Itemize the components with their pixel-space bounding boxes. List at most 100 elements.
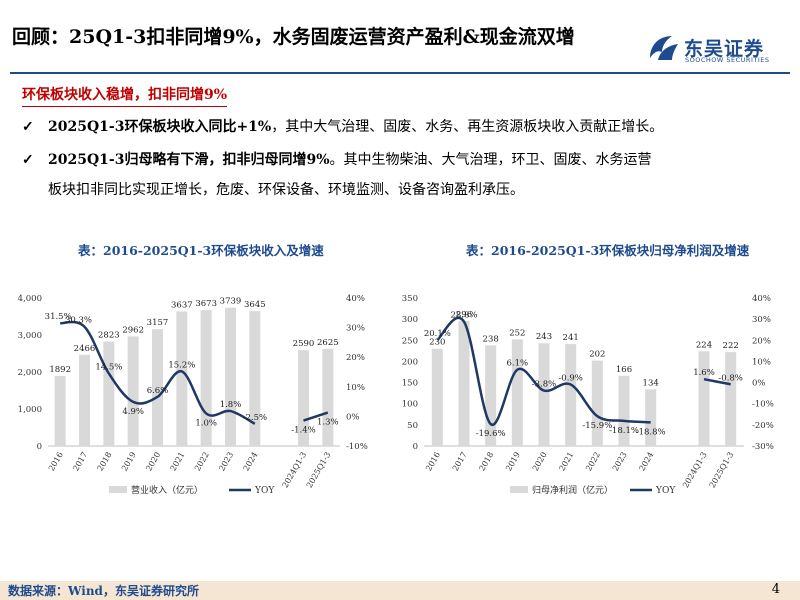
footer-bar <box>0 581 800 600</box>
right-axis-tick: -30% <box>752 442 774 452</box>
legend-label-line: YOY <box>254 486 275 496</box>
bar-value-label: 241 <box>563 333 579 343</box>
category-label: 2025Q1-3 <box>708 451 736 490</box>
bar <box>458 320 470 446</box>
category-label: 2021 <box>557 451 575 473</box>
yoy-label: -0.8% <box>718 373 742 383</box>
bar-value-label: 134 <box>643 378 659 388</box>
yoy-label: 28.8% <box>450 311 477 321</box>
footer-source: 数据来源：Wind，东吴证券研究所 <box>8 584 199 598</box>
bar <box>200 310 212 446</box>
bullet-item-profit: ✓ 2025Q1-3归母略有下滑，扣非归母同增9%。其中生物柴油、大气治理，环卫、… <box>22 145 792 205</box>
bar-value-label: 230 <box>429 338 445 348</box>
yoy-label: 4.9% <box>122 407 144 417</box>
page-title: 回顾：25Q1-3扣非同增9%，水务固废运营资产盈利&现金流双增 <box>12 26 575 48</box>
legend-swatch-bar <box>109 486 127 493</box>
logo-text-en: SOOCHOW SECURITIES <box>685 56 770 64</box>
category-label: 2024 <box>637 451 655 473</box>
bar <box>298 350 309 446</box>
yoy-label: -18.1% <box>609 426 639 436</box>
bar <box>511 339 523 446</box>
legend-label-bar: 营业收入（亿元） <box>131 484 203 496</box>
category-label: 2023 <box>611 451 629 473</box>
bullet-text: ，其中大气治理、固废、水务、再生资源板块收入贡献正增长。 <box>271 119 664 135</box>
yoy-line <box>436 316 651 426</box>
left-axis-tick: 2,000 <box>18 368 42 378</box>
yoy-label: -2.5% <box>243 413 267 423</box>
bar <box>152 329 163 446</box>
category-label: 2024 <box>242 451 260 473</box>
bar-value-label: 166 <box>616 365 632 375</box>
logo-text-cn: 东吴证券 <box>684 38 765 60</box>
left-axis-tick: 50 <box>407 421 418 431</box>
yoy-label: 20.1% <box>424 329 451 339</box>
right-axis-tick: 10% <box>752 357 771 367</box>
bar <box>618 375 630 446</box>
bar <box>565 344 577 446</box>
category-label: 2018 <box>477 451 495 473</box>
right-axis-tick: -20% <box>752 421 774 431</box>
yoy-label: 14.5% <box>95 362 122 372</box>
soochow-logo-icon <box>650 36 678 60</box>
category-label: 2017 <box>451 451 469 473</box>
brand-logo: 东吴证券 SOOCHOW SECURITIES <box>646 32 796 68</box>
yoy-line <box>703 377 731 386</box>
bar <box>485 345 497 446</box>
yoy-label: 31.5% <box>45 312 72 322</box>
bar <box>103 341 115 446</box>
bullet-text-line2: 板块扣非同比实现正增长，危废、环保设备、环境监测、设备咨询盈利承压。 <box>48 182 524 198</box>
page-number: 4 <box>771 582 780 597</box>
left-axis-tick: 1,000 <box>18 405 42 415</box>
left-axis-tick: 200 <box>402 357 418 367</box>
yoy-label: 15.2% <box>168 360 195 370</box>
bar <box>645 389 657 446</box>
bar <box>322 348 334 446</box>
yoy-label: 1.0% <box>195 418 217 428</box>
yoy-label: -0.9% <box>558 373 582 383</box>
left-axis-tick: 350 <box>402 294 418 304</box>
right-axis-tick: 30% <box>752 315 771 325</box>
bar-value-label: 3157 <box>147 318 169 328</box>
chart-title-profit: 表：2016-2025Q1-3环保板块归母净利润及增速 <box>466 243 750 258</box>
left-axis-tick: 100 <box>402 400 418 410</box>
category-label: 2022 <box>584 451 602 473</box>
yoy-label: 6.1% <box>507 359 529 369</box>
revenue-chart: 0 1,000 2,000 3,000 4,000 -10% 0% 10% 20% 30% 40% 1… <box>18 294 368 496</box>
yoy-label: -19.6% <box>476 429 506 439</box>
category-label: 2019 <box>120 451 138 473</box>
category-label: 2020 <box>531 451 549 473</box>
legend-label-line: YOY <box>655 486 676 496</box>
left-axis-tick: 300 <box>402 315 418 325</box>
profit-chart: 0 50 100 150 200 250 300 350 -30% -20% -10% 0% 10% 20… <box>402 294 774 496</box>
yoy-label: -3.8% <box>532 380 556 390</box>
yoy-label: 1.8% <box>220 400 242 410</box>
yoy-label: -1.4% <box>291 426 315 436</box>
section-subheading: 环保板块收入稳增，扣非同增9% <box>22 84 228 107</box>
category-label: 2024Q1-3 <box>681 451 709 490</box>
right-axis-tick: 10% <box>346 383 365 393</box>
left-axis-tick: 150 <box>402 379 418 389</box>
right-axis-tick: 20% <box>346 353 365 363</box>
yoy-label: -15.9% <box>582 421 612 431</box>
bar-value-label: 243 <box>536 332 552 342</box>
right-axis-tick: 20% <box>752 336 771 346</box>
category-label: 2024Q1-3 <box>281 451 309 490</box>
bar-value-label: 296 <box>456 310 472 320</box>
bar-value-label: 2962 <box>122 325 144 335</box>
bar-value-label: 2466 <box>74 344 96 354</box>
right-axis-tick: -10% <box>752 400 774 410</box>
legend-swatch-bar <box>510 486 528 493</box>
yoy-label: 6.6% <box>147 386 169 396</box>
bar-value-label: 224 <box>696 340 712 350</box>
check-icon: ✓ <box>22 119 34 135</box>
bar <box>591 360 603 446</box>
bar <box>431 348 443 446</box>
bar-value-label: 3637 <box>171 300 193 310</box>
category-label: 2016 <box>47 451 65 473</box>
bar <box>54 375 66 446</box>
bar-value-label: 252 <box>509 328 525 338</box>
bar-value-label: 3739 <box>220 297 242 307</box>
bar <box>725 352 737 446</box>
bar-value-label: 2823 <box>98 331 120 341</box>
yoy-label: 1.3% <box>317 418 339 428</box>
